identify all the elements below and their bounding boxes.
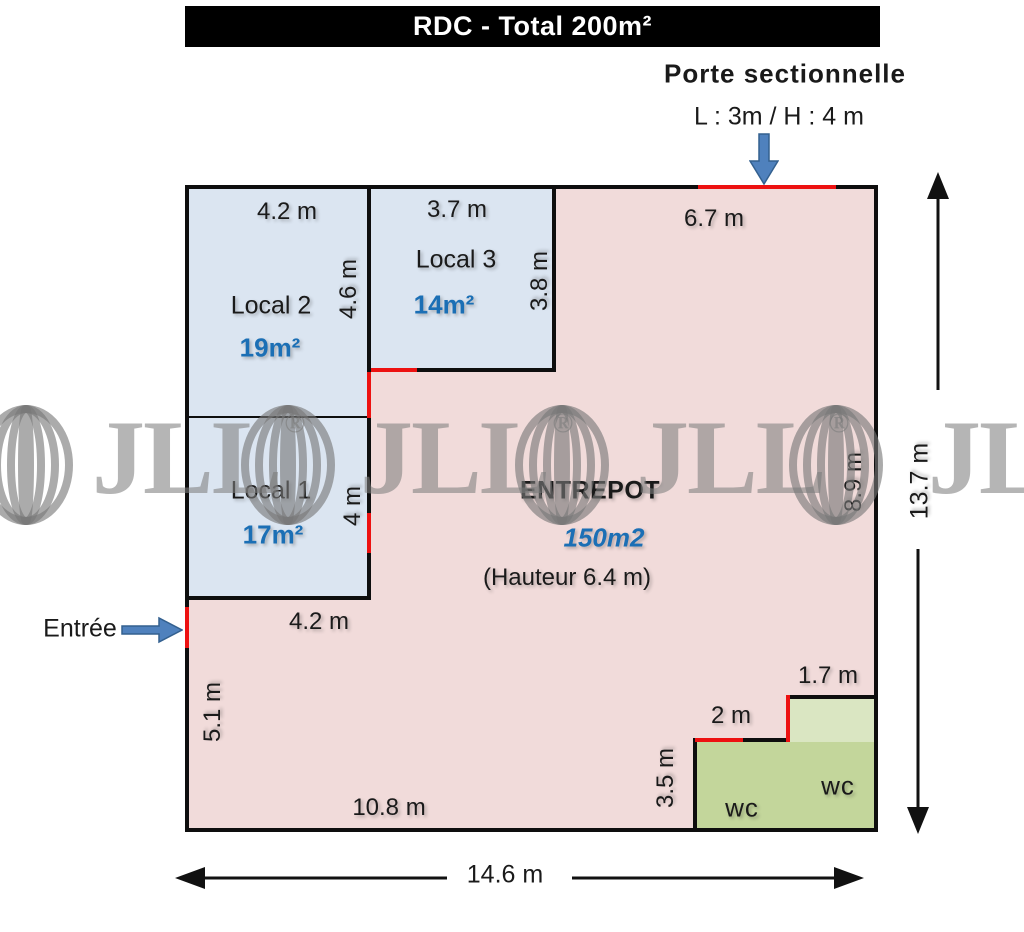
width-arrow-right-icon [572, 867, 864, 889]
dim-local3-height: 3.8 m [526, 250, 553, 312]
floor-plan [185, 185, 878, 832]
dim-overall-height: 13.7 m [905, 442, 934, 520]
dim-wc-top: 1.7 m [797, 662, 859, 689]
dim-wc-door: 2 m [710, 702, 752, 729]
dim-local1-height: 4 m [339, 485, 366, 527]
wall-local1-bottom [189, 596, 371, 600]
door-wc [695, 738, 743, 742]
door-sectional [698, 185, 836, 189]
room-wc-right-upper [790, 699, 874, 742]
entrepot-height-note: (Hauteur 6.4 m) [482, 564, 652, 591]
wc-label-right: wc [821, 770, 855, 801]
wall-local3-right [552, 189, 556, 372]
dim-entrepot-bottom: 10.8 m [352, 794, 426, 821]
sectional-door-arrow-icon [749, 133, 779, 185]
room-wc [697, 742, 874, 828]
dim-local2-width: 4.2 m [256, 198, 318, 225]
local3-area: 14m² [413, 289, 475, 320]
dim-overall-width: 14.6 m [466, 860, 544, 889]
door-local3 [371, 368, 417, 372]
wall-wc-left [693, 738, 697, 828]
width-arrow-left-icon [175, 867, 447, 889]
dim-entrepot-right: 8.9 m [840, 451, 867, 513]
wc-label-left: wc [725, 792, 759, 823]
wall-wc-top [790, 695, 874, 699]
title-bar: RDC - Total 200m² [185, 6, 880, 47]
local2-name: Local 2 [230, 291, 312, 320]
door-wc-right [786, 695, 790, 742]
entrepot-name: ENTREPOT [519, 476, 661, 505]
dim-entrepot-left: 5.1 m [199, 681, 226, 743]
entrepot-area: 150m2 [563, 522, 645, 553]
dim-local3-width: 3.7 m [426, 196, 488, 223]
wall-local1-local2-divider [189, 416, 369, 418]
jll-globe-icon [0, 405, 73, 525]
sectional-door-size: L : 3m / H : 4 m [694, 102, 864, 131]
dim-below-local1: 4.2 m [288, 608, 350, 635]
local1-area: 17m² [242, 519, 304, 550]
room-local3 [371, 189, 556, 372]
jll-watermark-text: JLL® [928, 399, 1024, 516]
height-arrow-down-icon [907, 549, 929, 834]
dim-wc-left: 3.5 m [652, 747, 679, 809]
door-entrance [185, 607, 189, 648]
local3-name: Local 3 [415, 245, 497, 274]
room-local2 [189, 189, 371, 418]
local1-name: Local 1 [230, 476, 312, 505]
entrance-arrow-icon [121, 616, 183, 644]
sectional-door-label: Porte sectionnelle [664, 58, 906, 89]
local2-area: 19m² [239, 332, 301, 363]
door-local1 [367, 513, 371, 553]
entrance-label: Entrée [43, 614, 117, 643]
wall-local3-bottom [371, 368, 556, 372]
height-arrow-up-icon [927, 172, 949, 390]
page-title: RDC - Total 200m² [412, 11, 653, 41]
door-local2 [367, 372, 371, 418]
dim-local2-height: 4.6 m [335, 258, 362, 320]
dim-entrepot-top: 6.7 m [683, 205, 745, 232]
